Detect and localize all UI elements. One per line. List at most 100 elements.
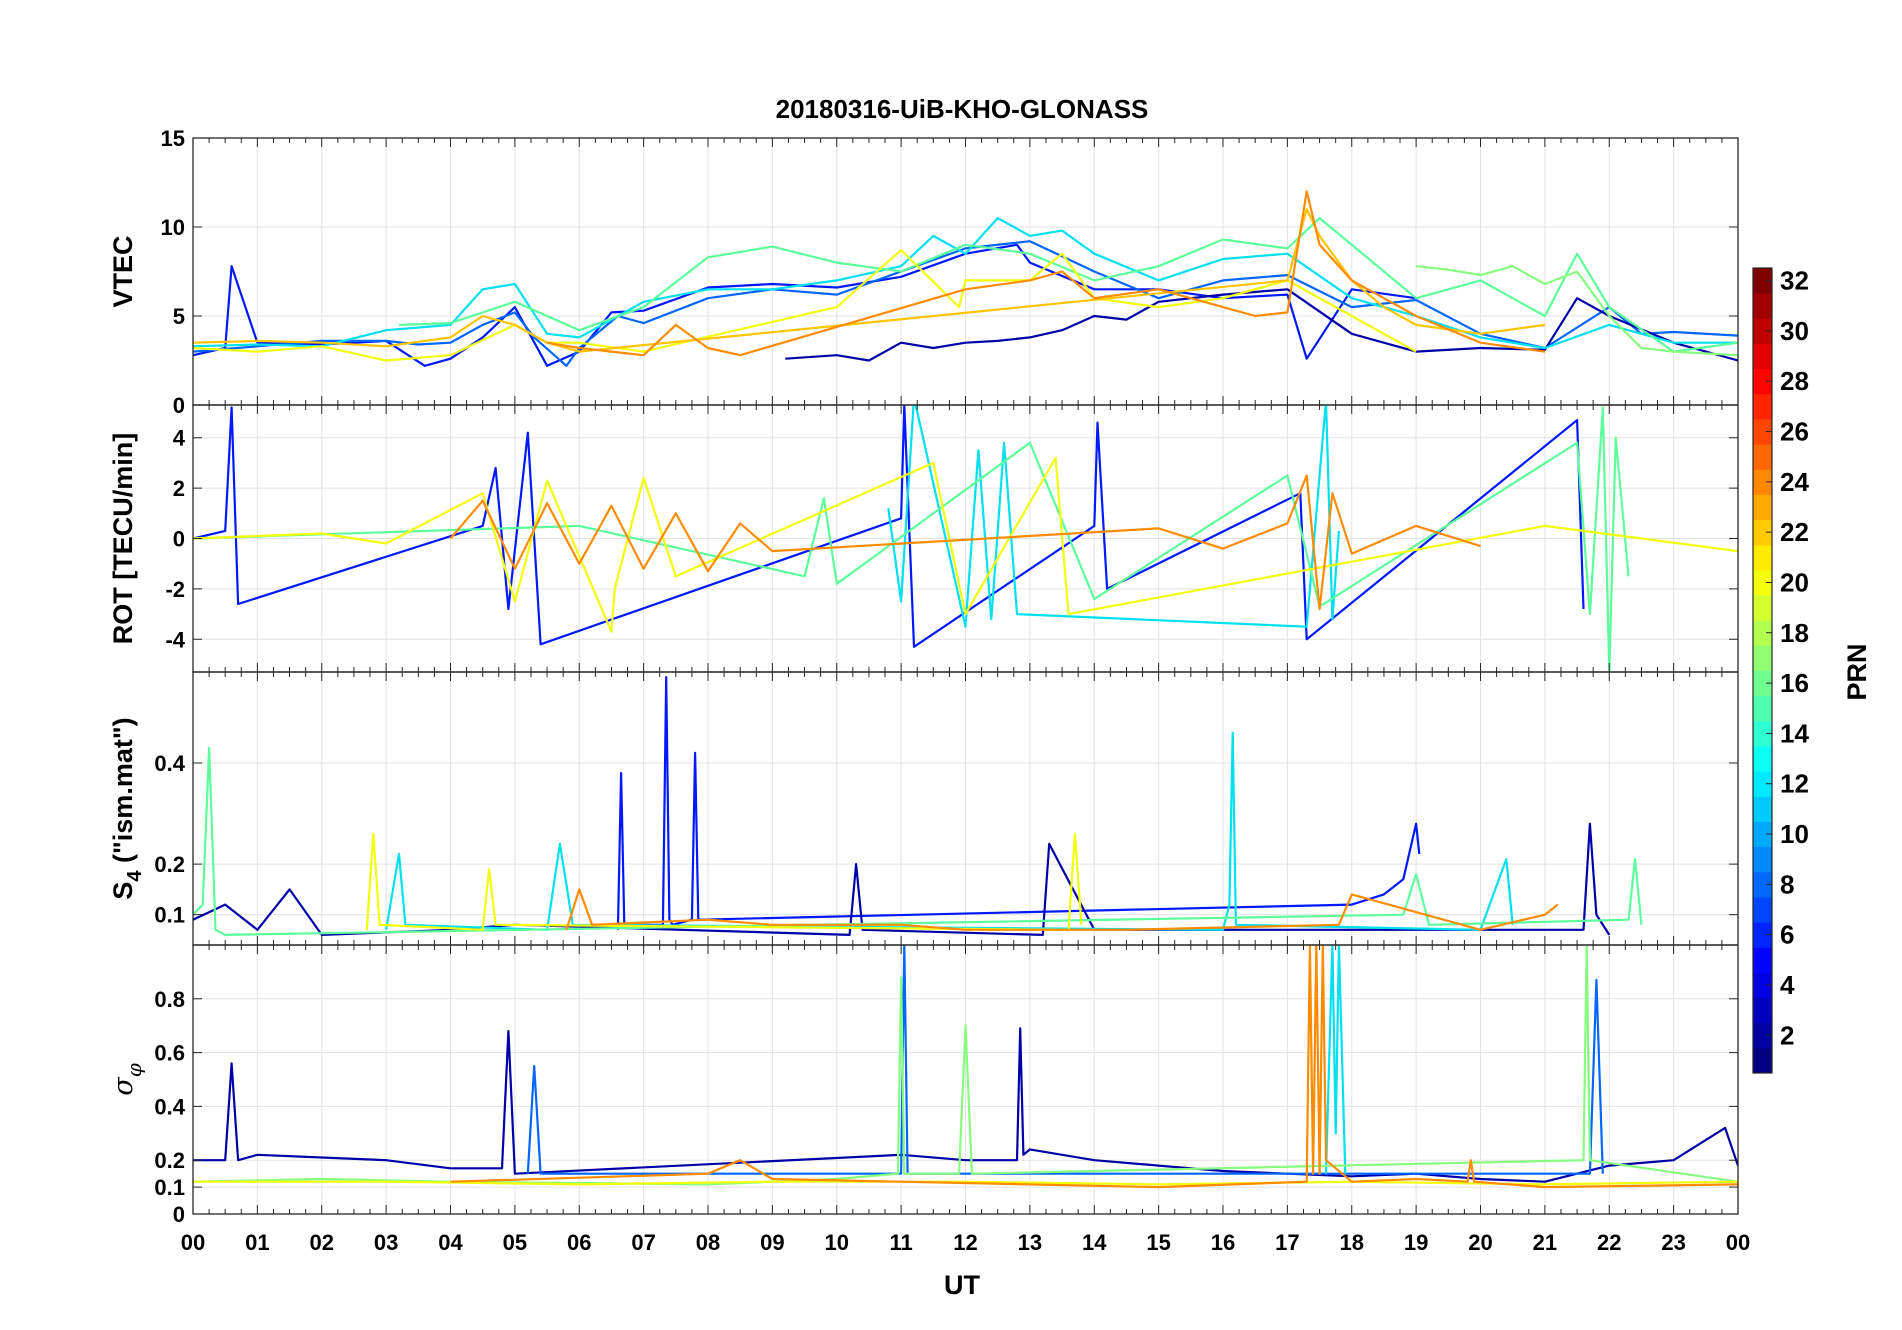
- y-tick-label: 0.1: [154, 903, 185, 928]
- x-tick-label: 10: [825, 1230, 849, 1255]
- x-tick-label: 06: [567, 1230, 591, 1255]
- colorbar-segment: [1753, 896, 1772, 923]
- x-tick-label: 22: [1597, 1230, 1621, 1255]
- x-tick-label: 05: [503, 1230, 527, 1255]
- colorbar-segment: [1753, 620, 1772, 646]
- y-tick-label: 0: [173, 1202, 185, 1227]
- y-tick-label: 0.6: [154, 1041, 185, 1066]
- series-prn-2: [785, 288, 1738, 362]
- series-prn-3: [193, 405, 1585, 648]
- colorbar-tick-label: 4: [1780, 970, 1795, 1000]
- colorbar-label: PRN: [1842, 643, 1872, 700]
- y-axis-label-rot: ROT [TECU/min]: [108, 433, 138, 644]
- colorbar-segment: [1753, 670, 1772, 697]
- panel-rot: -4 -2 0 2 4 ROT [TECU/min]: [108, 404, 1739, 673]
- chart-title: 20180316-UiB-KHO-GLONASS: [776, 94, 1149, 124]
- series-prn-24: [449, 474, 1481, 611]
- colorbar-segment: [1753, 1022, 1772, 1049]
- series-prn-16: [193, 746, 1643, 936]
- colorbar-tick-label: 6: [1780, 920, 1794, 950]
- x-tick-label: 03: [374, 1230, 398, 1255]
- y-tick-label: 15: [161, 126, 185, 151]
- panel-s4: 0.1 0.2 0.4 S4 ("ism.mat"): [108, 671, 1739, 946]
- colorbar-segment: [1753, 972, 1772, 999]
- x-tick-label: 19: [1404, 1230, 1428, 1255]
- colorbar-segment: [1753, 720, 1772, 747]
- colorbar-tick-label: 28: [1780, 366, 1809, 396]
- colorbar-tick-label: 14: [1780, 718, 1809, 748]
- colorbar-tick-label: 30: [1780, 316, 1809, 346]
- series-prn-20: [193, 456, 1738, 633]
- x-tick-label: 00: [181, 1230, 205, 1255]
- colorbar-tick-label: 12: [1780, 769, 1809, 799]
- y-tick-label: 0.2: [154, 1148, 185, 1173]
- x-axis: 00 01 02 03 04 05 06 07 08 09 10 11 12 13 14 15 16 17 18 19…: [181, 1230, 1750, 1255]
- series-prn-20: [365, 832, 1083, 931]
- y-axis-label-sigma_phi: σφ: [108, 1063, 146, 1095]
- colorbar-tick-label: 26: [1780, 417, 1809, 447]
- series-prn-20: [193, 1180, 1738, 1186]
- colorbar-segment: [1753, 444, 1772, 470]
- series-prn-3: [616, 676, 1421, 930]
- series-prn-13: [887, 405, 1340, 628]
- colorbar-segment: [1753, 469, 1772, 495]
- x-tick-label: 08: [696, 1230, 720, 1255]
- series-prn-16: [398, 217, 1738, 353]
- colorbar-segment: [1753, 544, 1772, 571]
- colorbar-segment: [1753, 645, 1772, 671]
- colorbar-segment: [1753, 1047, 1772, 1074]
- series-prn-3: [193, 243, 1417, 367]
- y-tick-label: 0.4: [154, 1094, 185, 1119]
- x-tick-label: 21: [1533, 1230, 1557, 1255]
- series-prn-16: [193, 406, 1630, 672]
- y-tick-label: -4: [165, 627, 185, 652]
- colorbar-segment: [1753, 318, 1772, 344]
- x-tick-label: 13: [1018, 1230, 1042, 1255]
- panel-vtec: 0 5 10 15 VTEC: [108, 126, 1739, 418]
- colorbar-tick-label: 2: [1780, 1020, 1794, 1050]
- x-tick-label: 04: [438, 1230, 463, 1255]
- colorbar-tick-label: 8: [1780, 869, 1794, 899]
- series-prn-24: [546, 190, 1546, 357]
- x-tick-label: 18: [1340, 1230, 1364, 1255]
- colorbar-frame: [1752, 267, 1773, 1074]
- panel-sigma_phi: 00.10.2 0.4 0.6 0.8 σφ: [108, 944, 1739, 1227]
- series-prn-9: [526, 945, 1604, 1175]
- colorbar-segment: [1753, 343, 1772, 370]
- x-axis-label: UT: [944, 1270, 980, 1300]
- series-prn-24: [565, 888, 1559, 931]
- x-tick-label: 09: [760, 1230, 784, 1255]
- x-tick-label: 20: [1468, 1230, 1492, 1255]
- colorbar-segment: [1753, 771, 1772, 797]
- y-tick-label: 0.2: [154, 852, 185, 877]
- colorbar-segment: [1753, 393, 1772, 420]
- x-tick-label: 16: [1211, 1230, 1235, 1255]
- x-tick-label: 14: [1082, 1230, 1107, 1255]
- x-tick-label: 01: [245, 1230, 269, 1255]
- colorbar-segment: [1753, 569, 1772, 596]
- colorbar-segment: [1753, 695, 1772, 722]
- y-tick-label: 0.1: [154, 1175, 185, 1200]
- colorbar-tick-label: 24: [1780, 467, 1809, 497]
- colorbar-segment: [1753, 745, 1772, 772]
- y-tick-label: 10: [161, 215, 185, 240]
- colorbar-segment: [1753, 368, 1772, 395]
- colorbar-segment: [1753, 997, 1772, 1024]
- colorbar-segment: [1753, 519, 1772, 546]
- series-prn-17: [193, 945, 1738, 1186]
- colorbar-segment: [1753, 821, 1772, 848]
- colorbar-segment: [1753, 796, 1772, 822]
- x-tick-label: 17: [1275, 1230, 1299, 1255]
- series-group: [193, 190, 1738, 367]
- x-tick-label: 00: [1726, 1230, 1750, 1255]
- colorbar-segment: [1753, 293, 1772, 319]
- colorbar-segment: [1753, 418, 1772, 445]
- colorbar-tick-label: 18: [1780, 618, 1809, 648]
- y-tick-label: 2: [173, 476, 185, 501]
- x-tick-label: 11: [889, 1230, 912, 1255]
- colorbar-segment: [1753, 871, 1772, 898]
- series-prn-17: [1415, 265, 1738, 357]
